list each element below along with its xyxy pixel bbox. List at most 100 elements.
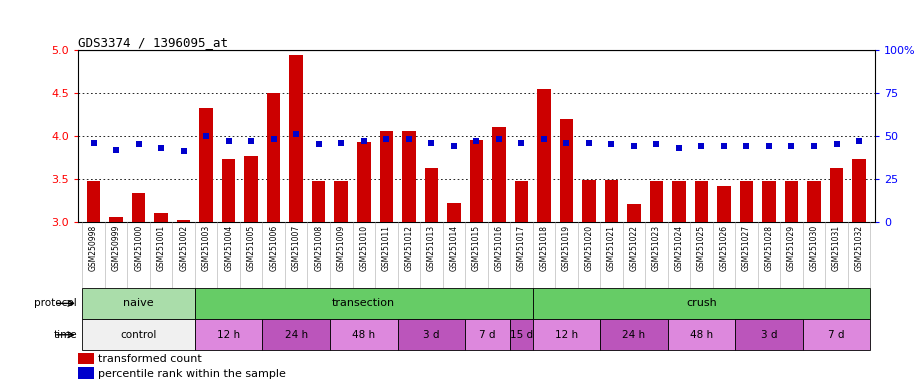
Bar [515, 181, 529, 222]
Text: transformed count: transformed count [98, 354, 202, 364]
Bar [402, 131, 416, 222]
Bar [470, 140, 483, 222]
Text: GSM251020: GSM251020 [584, 225, 594, 271]
Bar [649, 181, 663, 222]
Text: GSM251006: GSM251006 [269, 225, 278, 271]
Bar [802, 319, 870, 351]
Text: GSM251017: GSM251017 [517, 225, 526, 271]
Bar [583, 180, 595, 222]
Bar [830, 169, 844, 222]
Bar [668, 319, 736, 351]
Bar [492, 127, 506, 222]
Bar [330, 319, 398, 351]
Text: 24 h: 24 h [285, 330, 308, 340]
Bar [532, 288, 870, 319]
Bar [447, 203, 461, 222]
Text: percentile rank within the sample: percentile rank within the sample [98, 369, 286, 379]
Text: GSM251027: GSM251027 [742, 225, 751, 271]
Bar [245, 156, 258, 222]
Bar [510, 319, 532, 351]
Bar [807, 181, 821, 222]
Text: GSM251004: GSM251004 [224, 225, 234, 271]
Text: 3 d: 3 d [760, 330, 777, 340]
Bar [672, 181, 686, 222]
Text: GSM251022: GSM251022 [629, 225, 638, 271]
Text: naive: naive [124, 298, 154, 308]
Text: time: time [53, 330, 77, 340]
Text: 24 h: 24 h [622, 330, 646, 340]
Text: GSM251013: GSM251013 [427, 225, 436, 271]
Bar [379, 131, 393, 222]
Text: GSM251031: GSM251031 [832, 225, 841, 271]
Text: GSM251000: GSM251000 [134, 225, 143, 271]
Text: GSM251032: GSM251032 [855, 225, 864, 271]
Bar [852, 159, 866, 222]
Bar [334, 181, 348, 222]
Bar [785, 181, 798, 222]
Bar [627, 204, 640, 222]
Text: protocol: protocol [34, 298, 77, 308]
Bar [740, 181, 753, 222]
Bar [263, 319, 330, 351]
Text: GSM251029: GSM251029 [787, 225, 796, 271]
Text: 48 h: 48 h [690, 330, 713, 340]
Bar [600, 319, 668, 351]
Text: 12 h: 12 h [217, 330, 240, 340]
Text: GSM251010: GSM251010 [359, 225, 368, 271]
Text: GSM251024: GSM251024 [674, 225, 683, 271]
Bar [357, 142, 370, 222]
Bar [537, 89, 551, 222]
Text: GSM251018: GSM251018 [540, 225, 549, 271]
Bar [312, 181, 325, 222]
Text: transection: transection [333, 298, 396, 308]
Text: 48 h: 48 h [352, 330, 376, 340]
Text: GSM251001: GSM251001 [157, 225, 166, 271]
Bar [82, 288, 195, 319]
Text: GSM251016: GSM251016 [495, 225, 503, 271]
Bar [560, 119, 573, 222]
Text: GDS3374 / 1396095_at: GDS3374 / 1396095_at [78, 36, 228, 49]
Text: GSM251011: GSM251011 [382, 225, 391, 271]
Bar [465, 319, 510, 351]
Text: GSM251008: GSM251008 [314, 225, 323, 271]
Text: GSM251019: GSM251019 [562, 225, 571, 271]
Text: GSM251007: GSM251007 [291, 225, 300, 271]
Bar [289, 55, 303, 222]
Bar [694, 181, 708, 222]
Bar [200, 108, 213, 222]
Text: GSM251026: GSM251026 [719, 225, 728, 271]
Text: GSM251003: GSM251003 [202, 225, 211, 271]
Bar [78, 367, 93, 379]
Text: GSM251002: GSM251002 [180, 225, 188, 271]
Text: 7 d: 7 d [828, 330, 845, 340]
Text: GSM251030: GSM251030 [810, 225, 819, 271]
Bar [736, 319, 802, 351]
Bar [78, 353, 93, 364]
Bar [132, 193, 146, 222]
Text: 7 d: 7 d [479, 330, 496, 340]
Text: GSM251028: GSM251028 [765, 225, 773, 271]
Bar [87, 181, 101, 222]
Text: GSM251023: GSM251023 [652, 225, 661, 271]
Text: 3 d: 3 d [423, 330, 440, 340]
Bar [717, 185, 731, 222]
Bar [762, 181, 776, 222]
Bar [267, 93, 280, 222]
Text: GSM251025: GSM251025 [697, 225, 706, 271]
Bar [222, 159, 235, 222]
Text: GSM251009: GSM251009 [337, 225, 345, 271]
Bar [398, 319, 465, 351]
Text: GSM251012: GSM251012 [404, 225, 413, 271]
Bar [109, 217, 123, 222]
Bar [177, 220, 191, 222]
Bar [195, 288, 532, 319]
Text: GSM251021: GSM251021 [607, 225, 616, 271]
Text: 12 h: 12 h [555, 330, 578, 340]
Bar [82, 319, 195, 351]
Text: GSM250998: GSM250998 [89, 225, 98, 271]
Text: GSM251014: GSM251014 [450, 225, 458, 271]
Text: 15 d: 15 d [510, 330, 533, 340]
Bar [195, 319, 263, 351]
Text: crush: crush [686, 298, 717, 308]
Text: GSM251005: GSM251005 [246, 225, 256, 271]
